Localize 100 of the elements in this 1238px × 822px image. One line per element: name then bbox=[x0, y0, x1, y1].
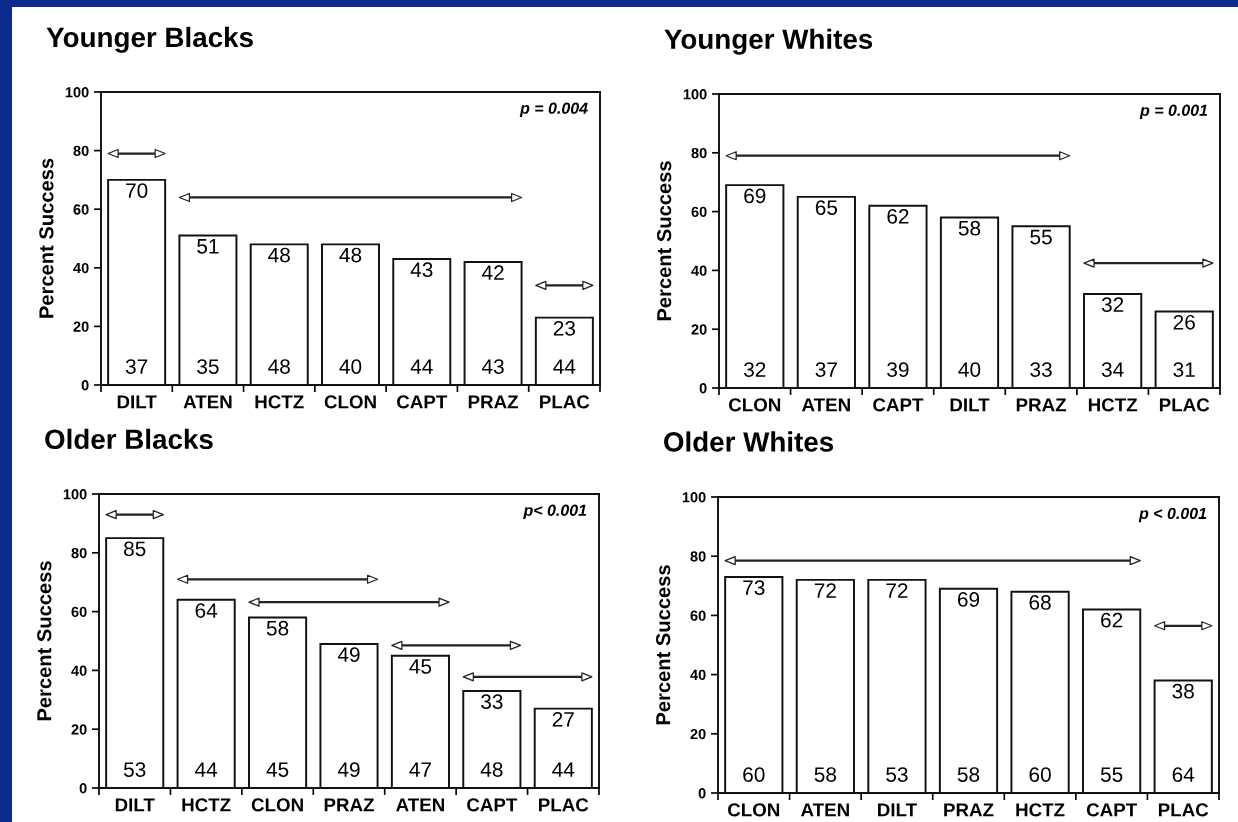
y-axis-title: Percent Success bbox=[39, 158, 54, 318]
x-tick-label: HCTZ bbox=[1016, 803, 1065, 817]
annotation: 43 bbox=[481, 359, 504, 374]
y-tick-label: 20 bbox=[71, 724, 87, 735]
chart-title: Older Blacks bbox=[45, 428, 213, 450]
y-axis-title: Percent Success bbox=[657, 161, 672, 321]
annotation: 44 bbox=[195, 762, 218, 777]
chart-title: Younger Blacks bbox=[46, 26, 253, 53]
data-label: 23 bbox=[553, 320, 576, 336]
x-tick-label: CAPT bbox=[467, 798, 518, 812]
x-tick-label: DILT bbox=[115, 798, 155, 812]
annotation: 48 bbox=[268, 359, 290, 374]
x-tick-label: ATEN bbox=[396, 798, 444, 812]
annotation: 60 bbox=[743, 767, 765, 782]
annotation: 49 bbox=[337, 762, 360, 777]
y-tick-label: 40 bbox=[73, 262, 89, 274]
y-tick-label: 80 bbox=[73, 145, 89, 157]
data-label: 72 bbox=[814, 583, 836, 598]
chart-title: Younger Whites bbox=[664, 28, 873, 55]
y-tick-label: 60 bbox=[691, 206, 707, 218]
annotation: 37 bbox=[815, 362, 837, 377]
data-label: 27 bbox=[552, 711, 574, 727]
y-tick-label: 20 bbox=[73, 321, 89, 332]
annotation: 60 bbox=[1029, 767, 1051, 782]
data-label: 64 bbox=[195, 603, 218, 618]
x-tick-label: HCTZ bbox=[255, 395, 304, 409]
x-tick-label: CAPT bbox=[873, 398, 924, 412]
annotation: 37 bbox=[125, 359, 148, 374]
data-label: 38 bbox=[1172, 683, 1194, 699]
y-axis-title: Percent Success bbox=[656, 565, 671, 725]
data-label: 69 bbox=[744, 188, 766, 204]
x-tick-label: PLAC bbox=[1159, 398, 1210, 412]
annotation: p = 0.001 bbox=[1139, 104, 1208, 120]
annotation: 45 bbox=[266, 762, 289, 777]
data-label: 58 bbox=[266, 620, 289, 636]
x-tick-label: CLON bbox=[728, 803, 780, 817]
data-label: 85 bbox=[124, 541, 146, 557]
x-tick-label: ATEN bbox=[801, 398, 850, 412]
annotation: 44 bbox=[410, 359, 433, 374]
y-tick-label: 0 bbox=[81, 380, 89, 391]
x-tick-label: PRAZ bbox=[944, 803, 994, 817]
x-tick-label: CLON bbox=[324, 395, 376, 409]
y-tick-label: 80 bbox=[71, 547, 87, 559]
x-tick-label: ATEN bbox=[183, 395, 232, 409]
annotation: 64 bbox=[1172, 767, 1195, 782]
y-tick-label: 40 bbox=[691, 265, 707, 276]
x-tick-label: HCTZ bbox=[1088, 398, 1138, 412]
data-label: 58 bbox=[958, 220, 981, 236]
y-tick-label: 0 bbox=[79, 783, 87, 794]
x-tick-label: DILT bbox=[950, 398, 990, 412]
y-tick-label: 60 bbox=[73, 204, 89, 215]
y-tick-label: 100 bbox=[65, 87, 89, 98]
x-tick-label: PRAZ bbox=[468, 395, 519, 409]
annotation: 33 bbox=[1030, 362, 1052, 377]
data-label: 62 bbox=[1101, 612, 1123, 628]
annotation: 34 bbox=[1101, 362, 1124, 377]
y-tick-label: 20 bbox=[690, 728, 706, 740]
annotation: 48 bbox=[480, 762, 503, 777]
y-tick-label: 80 bbox=[691, 147, 707, 159]
data-label: 72 bbox=[886, 583, 908, 598]
data-label: 51 bbox=[197, 239, 219, 254]
x-tick-label: CLON bbox=[729, 398, 781, 412]
annotation: 31 bbox=[1173, 362, 1195, 377]
annotation: 58 bbox=[814, 767, 837, 782]
annotation: 44 bbox=[552, 762, 575, 777]
data-label: 55 bbox=[1030, 229, 1052, 245]
x-tick-label: CAPT bbox=[1086, 803, 1137, 817]
annotation: p = 0.004 bbox=[519, 102, 588, 118]
data-label: 32 bbox=[1101, 297, 1124, 312]
x-tick-label: HCTZ bbox=[182, 798, 231, 812]
annotation: 35 bbox=[197, 359, 219, 374]
data-label: 33 bbox=[481, 694, 503, 710]
data-label: 26 bbox=[1173, 314, 1195, 330]
annotation: 44 bbox=[553, 359, 576, 374]
annotation: 39 bbox=[887, 362, 909, 377]
x-tick-label: PLAC bbox=[1158, 803, 1209, 817]
annotation: 40 bbox=[339, 359, 362, 374]
x-tick-label: PRAZ bbox=[1016, 398, 1067, 412]
annotation: 53 bbox=[886, 767, 908, 782]
annotation: 40 bbox=[958, 362, 981, 377]
data-label: 68 bbox=[1029, 595, 1051, 610]
y-tick-label: 100 bbox=[683, 89, 707, 100]
chart-title: Older Whites bbox=[664, 431, 834, 452]
y-tick-label: 40 bbox=[71, 665, 87, 676]
annotation: 47 bbox=[409, 762, 431, 777]
x-tick-label: ATEN bbox=[800, 803, 849, 817]
data-label: 43 bbox=[410, 262, 433, 278]
x-tick-label: DILT bbox=[878, 803, 917, 817]
y-tick-label: 60 bbox=[71, 606, 87, 618]
annotation: p< 0.001 bbox=[523, 504, 587, 520]
x-tick-label: PLAC bbox=[540, 395, 590, 409]
data-label: 70 bbox=[126, 183, 148, 198]
x-tick-label: CAPT bbox=[397, 395, 448, 409]
y-axis-title: Percent Success bbox=[37, 561, 52, 721]
y-tick-label: 60 bbox=[690, 610, 706, 621]
data-label: 48 bbox=[268, 247, 290, 263]
data-label: 69 bbox=[957, 592, 980, 607]
y-tick-label: 100 bbox=[63, 489, 87, 500]
data-label: 62 bbox=[887, 209, 909, 224]
y-tick-label: 20 bbox=[691, 324, 707, 335]
